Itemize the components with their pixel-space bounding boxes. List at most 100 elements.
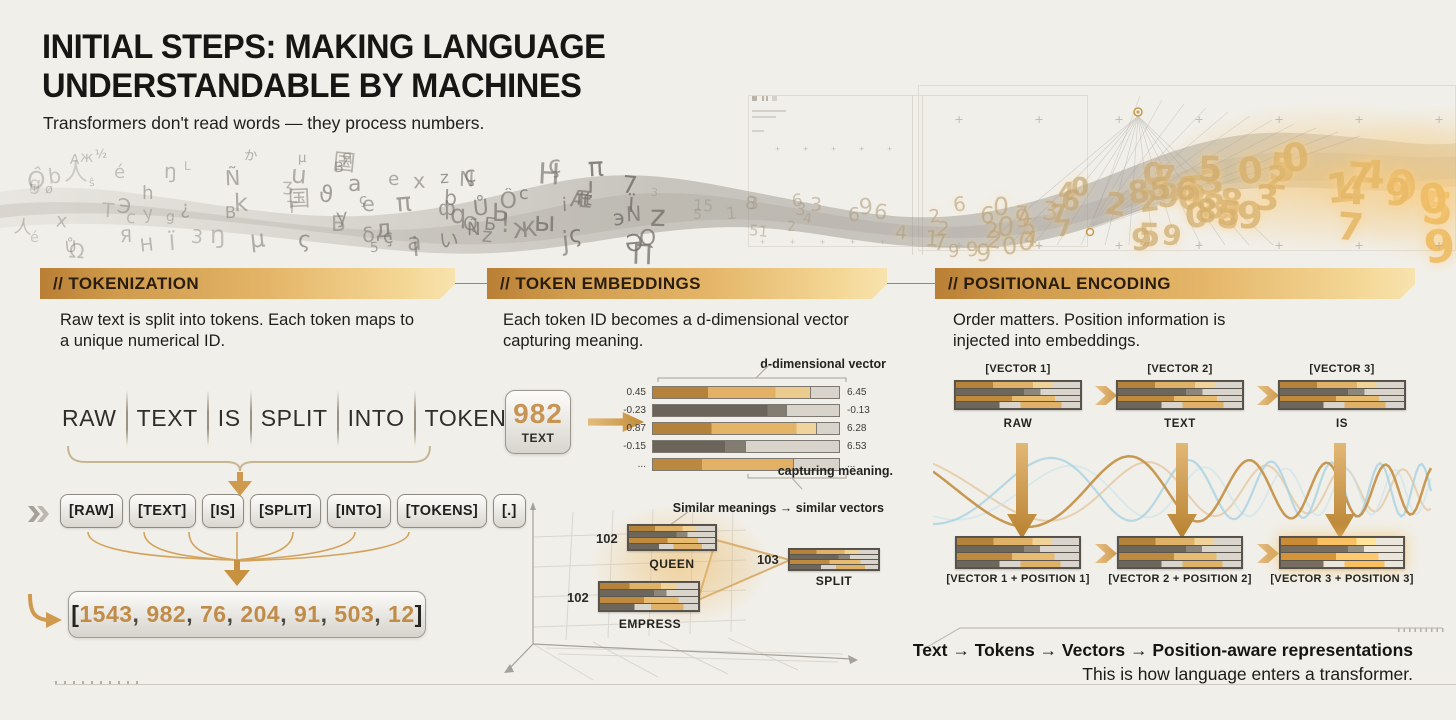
stream-glyph: ŝ xyxy=(88,175,95,190)
bracket-close: ] xyxy=(414,601,423,627)
stream-glyph: i xyxy=(561,194,568,216)
vector-stripe xyxy=(629,538,715,543)
stream-digit: 9 xyxy=(975,238,992,268)
token-chip: [IS] xyxy=(201,494,245,528)
embedding-value-left: -0.15 xyxy=(623,441,646,452)
stream-digit: 0 xyxy=(999,230,1019,261)
plus-mark: + xyxy=(955,237,964,253)
stream-glyph: L xyxy=(184,159,191,174)
stream-glyph: Ů xyxy=(63,236,78,257)
stream-digit: 5 xyxy=(1180,169,1209,212)
vector-stripe xyxy=(957,538,1079,545)
vector-word: IS xyxy=(1335,418,1349,430)
stream-digit: 9 xyxy=(965,236,981,262)
chips-converge-arrow xyxy=(87,531,410,586)
plus-mark: + xyxy=(1035,237,1044,253)
micro-text xyxy=(752,110,786,112)
plus-mark: + xyxy=(1275,111,1284,127)
stream-digit: 0 xyxy=(1177,177,1202,217)
id-separator: , xyxy=(132,601,147,627)
stream-digit: 0 xyxy=(1070,172,1089,203)
stream-glyph: N xyxy=(458,167,476,192)
stream-glyph: b xyxy=(46,163,63,189)
stream-digit: 7 xyxy=(1049,198,1068,228)
vector-stripe xyxy=(629,526,715,531)
guide-line xyxy=(922,95,923,255)
word-separator xyxy=(249,390,252,446)
fused-vector-label: [VECTOR 2 + POSITION 2] xyxy=(1108,573,1252,585)
embedding-bar-track xyxy=(652,440,840,453)
stream-glyph: П xyxy=(631,239,653,272)
next-vector-arrow-icon xyxy=(1095,544,1117,563)
stream-glyph: Ñ xyxy=(467,218,481,241)
plus-mark: + xyxy=(887,144,893,154)
plus-mark: + xyxy=(1275,237,1284,253)
plus-mark: + xyxy=(880,237,886,247)
embedding-bar-track xyxy=(652,404,840,417)
plus-mark: + xyxy=(1115,237,1124,253)
embedding-bar-track xyxy=(652,458,840,471)
stream-digit: 9 xyxy=(1385,170,1412,214)
point-id: 102 xyxy=(567,590,589,605)
footer-summary-line: Text → Tokens → Vectors → Position-aware… xyxy=(912,640,1413,660)
stream-glyph: Ь xyxy=(491,197,510,227)
stream-glyph: ø xyxy=(44,181,53,197)
stream-digit: 5 xyxy=(693,207,703,224)
vector-glyph xyxy=(1116,380,1244,410)
stream-digit: 9 xyxy=(1421,218,1456,275)
vector-stripe xyxy=(600,604,698,610)
stream-digit: 0 xyxy=(1183,194,1211,237)
blueprint-box xyxy=(918,85,1456,251)
plus-mark: + xyxy=(775,144,781,154)
stream-glyph: x xyxy=(411,168,426,194)
token-ids-line: [1543, 982, 76, 204, 91, 503, 12] xyxy=(71,601,423,628)
sentence-word: RAW xyxy=(62,404,117,431)
embedding-bar-fill xyxy=(653,387,812,398)
vector-glyph xyxy=(598,581,700,612)
stream-digit: 7 xyxy=(1014,202,1029,227)
point-id: 102 xyxy=(596,531,618,546)
vector-label: [VECTOR 1] xyxy=(985,363,1051,375)
stream-digit: 9 xyxy=(857,194,874,221)
word-separator xyxy=(413,390,416,446)
vector-label: [VECTOR 3] xyxy=(1309,363,1375,375)
stream-digit: 0 xyxy=(1016,225,1036,258)
vector-stripe xyxy=(629,544,715,549)
vector-word: RAW xyxy=(1003,418,1033,430)
vector-stripe xyxy=(1118,382,1242,388)
stream-glyph: H xyxy=(537,156,562,193)
stream-glyph: π xyxy=(574,185,590,211)
legend-mark xyxy=(752,96,757,101)
vector-stripe xyxy=(956,395,1080,402)
vector-stripe xyxy=(1280,382,1404,388)
stream-glyph: T xyxy=(286,198,298,218)
plus-mark: + xyxy=(1435,111,1444,127)
token-id: 12 xyxy=(388,601,415,627)
embedding-value-left: 0.45 xyxy=(626,387,646,398)
stream-glyph: t xyxy=(584,188,593,211)
vector-word: TEXT xyxy=(1164,418,1196,430)
header-connector xyxy=(455,283,487,284)
stream-glyph: z xyxy=(481,222,494,247)
stream-digit: 8 xyxy=(743,192,758,215)
embedding-value-left: 0.87 xyxy=(626,423,646,434)
word-separator xyxy=(125,390,128,446)
token-id: 503 xyxy=(334,601,375,627)
sentence-word: INTO xyxy=(347,404,405,431)
stream-digit: 8 xyxy=(1215,181,1245,224)
stream-digit: 2 xyxy=(935,217,951,241)
id-separator: , xyxy=(320,601,335,627)
stream-glyph: い xyxy=(438,228,460,253)
vector-stripe xyxy=(1118,395,1242,402)
stream-digit: 2 xyxy=(786,219,797,236)
stream-glyph: Β xyxy=(224,202,237,223)
stream-glyph: Ñ xyxy=(224,165,241,191)
vector-stripe xyxy=(1118,388,1242,395)
token-id: 204 xyxy=(240,601,281,627)
embedding-row: ...... xyxy=(600,458,900,471)
vector-stripe xyxy=(790,565,878,569)
stream-digit: 6 xyxy=(1173,172,1198,210)
vector-glyph xyxy=(1278,380,1406,410)
fused-vector-label: [VECTOR 3 + POSITION 3] xyxy=(1270,573,1414,585)
